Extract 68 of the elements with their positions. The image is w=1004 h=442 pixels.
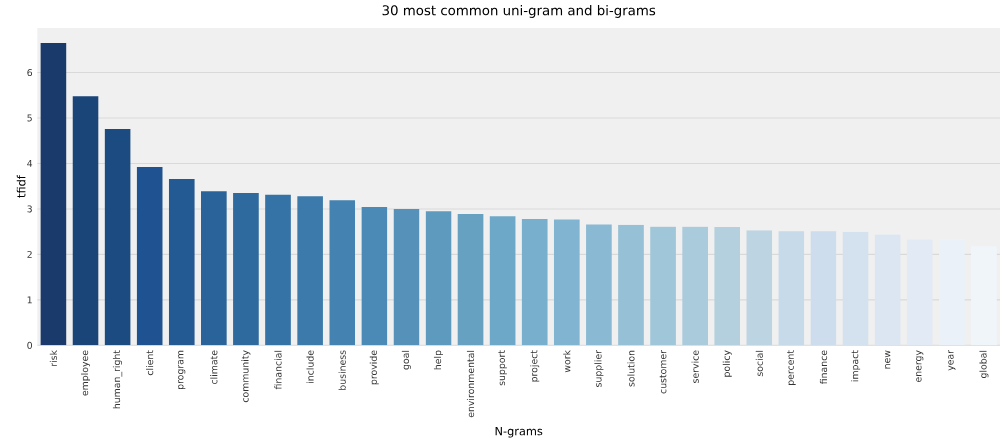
y-tick-label: 1 [27,296,32,304]
bar [746,230,773,346]
bar [874,234,901,346]
bar [233,193,259,346]
y-tick-label: 6 [27,69,33,77]
x-tick-label: community [241,350,251,403]
x-tick-label: year [948,350,956,371]
bar [650,226,676,346]
y-tick-label: 2 [27,250,32,258]
x-tick-label: project [530,350,540,382]
bar [297,196,323,346]
x-tick-label: program [178,350,186,390]
x-tick-label: social [755,350,763,377]
x-tick-label: human_right [112,350,123,409]
bar [586,224,612,346]
y-tick-label: 4 [27,160,33,167]
bar [842,231,869,346]
x-axis-title: N-grams [495,426,543,438]
bar [906,239,933,346]
x-tick-label: supplier [594,350,604,387]
x-tick-label: impact [851,350,861,382]
x-tick-label: business [338,350,346,390]
bar [682,226,708,346]
y-tick-label: 0 [27,341,33,349]
x-tick-label: policy [722,350,732,377]
x-tick-label: risk [49,350,57,366]
x-tick-label: energy [916,350,924,383]
x-tick-label: financial [274,350,282,390]
bar [714,227,741,346]
x-tick-label: solution [627,350,635,387]
x-tick-label: new [885,350,891,369]
y-tick-label: 3 [27,205,32,213]
bar [810,231,837,346]
bar [618,224,644,346]
bar [393,208,420,346]
x-tick-label: help [433,350,443,370]
bar [329,200,356,346]
bar [361,207,388,346]
chart-title: 30 most common uni-gram and bi-grams [382,5,656,18]
x-tick-label: client [146,350,154,376]
bar [425,211,452,346]
bar [40,42,67,346]
x-tick-label: climate [210,350,218,385]
bar [457,213,484,346]
x-tick-label: work [563,350,571,373]
bar [265,194,291,346]
bar [201,191,227,346]
x-tick-label: goal [401,350,411,370]
x-tick-label: service [691,350,699,383]
x-tick-label: include [306,350,314,383]
x-tick-label: global [979,350,989,378]
y-tick-label: 5 [27,114,32,122]
bar [553,219,580,346]
bar [104,128,131,346]
x-tick-label: percent [787,350,796,385]
bar [489,216,516,346]
x-tick-label: finance [819,350,828,385]
x-tick-label: support [498,350,507,386]
bar [521,218,548,346]
x-tick-label: employee [80,350,90,396]
bar [778,231,805,346]
y-axis-title: tfidf [16,175,26,198]
bar [136,167,163,346]
bar [168,178,195,346]
bar [72,96,99,346]
x-tick-label: environmental [466,350,475,418]
x-tick-label: provide [369,350,379,385]
x-tick-label: customer [659,350,667,394]
